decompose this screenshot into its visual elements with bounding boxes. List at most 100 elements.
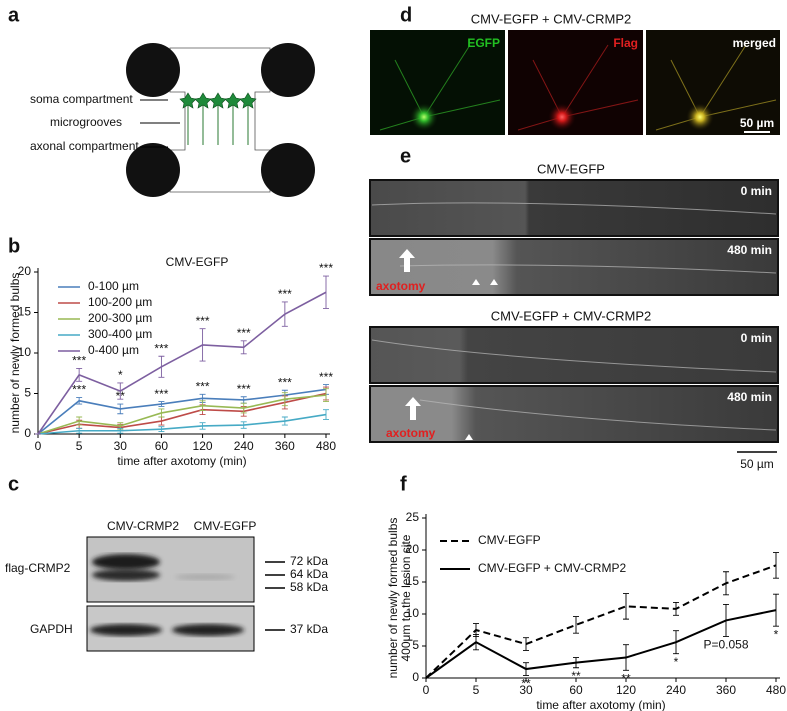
frame-label: 480 min [727, 390, 772, 404]
significance-label: *** [154, 341, 168, 355]
series-line [37, 388, 327, 435]
significance-label: * [774, 627, 779, 641]
x-tick-label: 30 [519, 683, 533, 697]
legend-label: CMV-EGFP + CMV-CRMP2 [478, 561, 626, 575]
legend-label: CMV-EGFP [478, 533, 541, 547]
panel-letter: e [400, 145, 411, 167]
marker-label: 72 kDa [290, 554, 328, 568]
significance-label: *** [237, 326, 251, 340]
legend-label: 300-400 µm [88, 327, 152, 341]
x-tick-label: 60 [569, 683, 583, 697]
channel-label: EGFP [467, 36, 500, 50]
error-bar [623, 593, 629, 620]
legend-label: 0-100 µm [88, 279, 139, 293]
legend-label: 0-400 µm [88, 343, 139, 357]
panel-letter: f [400, 473, 407, 495]
significance-label: *** [196, 379, 210, 393]
blot-row-label: flag-CRMP2 [5, 561, 71, 575]
x-tick-label: 30 [114, 439, 128, 453]
series-line [425, 609, 777, 679]
significance-label: *** [319, 261, 333, 275]
significance-label: P=0.058 [703, 638, 748, 652]
x-tick-label: 240 [666, 683, 686, 697]
frame-label: 0 min [741, 184, 772, 198]
significance-label: ** [571, 669, 581, 683]
y-tick-label: 0 [24, 426, 31, 440]
x-axis-label: time after axotomy (min) [536, 698, 665, 711]
frame-label: 0 min [741, 331, 772, 345]
axotomy-label: axotomy [376, 279, 426, 293]
y-tick-label: 0 [412, 670, 419, 684]
schematic-label: soma compartment [30, 92, 133, 106]
timelapse-frames [369, 179, 779, 453]
x-tick-label: 5 [76, 439, 83, 453]
significance-label: *** [154, 387, 168, 401]
legend-label: 100-200 µm [88, 295, 152, 309]
x-tick-label: 120 [616, 683, 636, 697]
significance-label: *** [72, 354, 86, 368]
y-tick-label: 5 [24, 386, 31, 400]
series-line [425, 564, 777, 679]
group-title: CMV-EGFP + CMV-CRMP2 [491, 308, 651, 323]
significance-label: ** [521, 677, 531, 691]
schematic-label: axonal compartment [30, 139, 139, 153]
x-tick-label: 480 [766, 683, 786, 697]
panel-letter: c [8, 473, 19, 495]
y-tick-label: 10 [18, 345, 32, 359]
y-tick-label: 20 [406, 542, 420, 556]
scale-label: 50 µm [740, 457, 774, 471]
series-line [37, 291, 327, 435]
panel-letter: b [8, 235, 20, 257]
y-tick-label: 25 [406, 510, 420, 524]
x-axis-label: time after axotomy (min) [117, 454, 246, 468]
significance-label: *** [196, 314, 210, 328]
significance-label: *** [237, 382, 251, 396]
series-line [37, 392, 327, 435]
significance-label: * [118, 368, 123, 382]
frame-label: 480 min [727, 243, 772, 257]
y-axis-label: number of newly formed bulbs [386, 518, 400, 679]
channel-label: Flag [613, 36, 638, 50]
significance-label: ** [621, 671, 631, 685]
micrographs [370, 30, 780, 135]
x-tick-label: 60 [155, 439, 169, 453]
x-tick-label: 0 [423, 683, 430, 697]
blot-row-label: GAPDH [30, 622, 73, 636]
schematic-label: microgrooves [50, 115, 122, 129]
y-tick-label: 20 [18, 264, 32, 278]
significance-label: *** [72, 383, 86, 397]
y-axis-label: 400μm to the lesion site [399, 534, 413, 661]
legend-label: 200-300 µm [88, 311, 152, 325]
group-title: CMV-EGFP [537, 161, 605, 176]
y-tick-label: 15 [406, 574, 420, 588]
significance-label: *** [278, 287, 292, 301]
marker-label: 64 kDa [290, 567, 328, 581]
y-tick-label: 10 [406, 606, 420, 620]
x-tick-label: 120 [193, 439, 213, 453]
x-tick-label: 360 [275, 439, 295, 453]
significance-label: *** [278, 375, 292, 389]
series-line [37, 413, 327, 435]
y-axis-label: number of newly formed bulbs [8, 273, 22, 434]
y-tick-label: 15 [18, 305, 32, 319]
significance-label: *** [319, 370, 333, 384]
schematic [126, 43, 315, 197]
legend-title: CMV-EGFP [166, 255, 229, 269]
marker-label: 37 kDa [290, 622, 328, 636]
series-line [37, 394, 327, 435]
images-title: CMV-EGFP + CMV-CRMP2 [471, 11, 631, 26]
x-tick-label: 360 [716, 683, 736, 697]
x-tick-label: 240 [234, 439, 254, 453]
panel-letter: a [8, 4, 20, 26]
x-tick-label: 5 [473, 683, 480, 697]
scale-label: 50 µm [740, 116, 774, 130]
panel-letter: d [400, 4, 412, 26]
error-bar [573, 616, 579, 634]
marker-label: 58 kDa [290, 580, 328, 594]
x-tick-label: 480 [316, 439, 336, 453]
x-tick-label: 0 [35, 439, 42, 453]
blot [86, 536, 285, 652]
channel-label: merged [733, 36, 776, 50]
